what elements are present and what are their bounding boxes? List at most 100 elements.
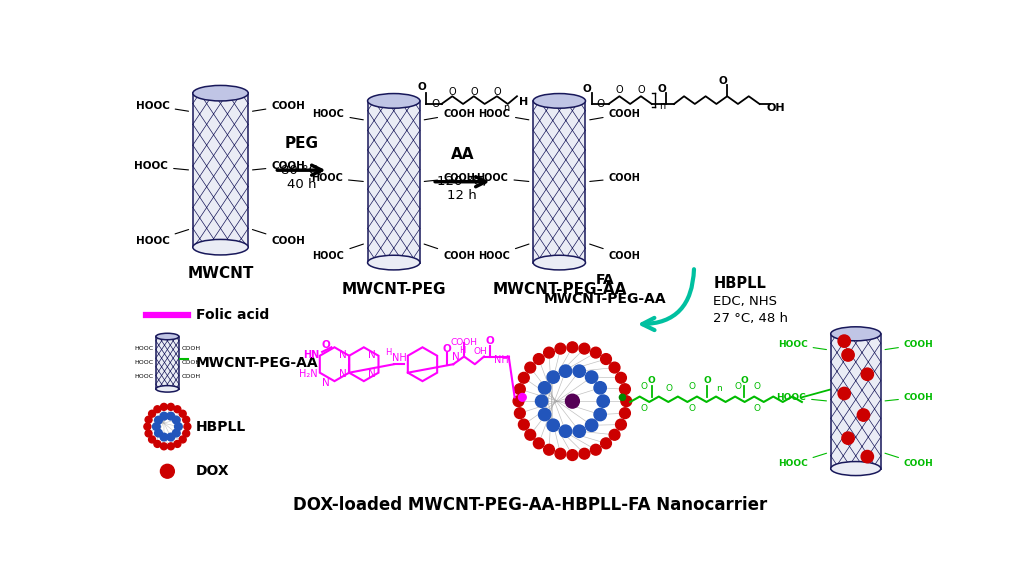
Circle shape [567, 342, 578, 353]
Circle shape [555, 343, 566, 354]
Circle shape [154, 429, 162, 437]
Text: O: O [638, 85, 645, 95]
Text: N: N [452, 352, 461, 361]
Circle shape [160, 404, 168, 411]
Text: O: O [641, 404, 648, 413]
Text: O: O [657, 84, 667, 93]
Bar [156, 336, 179, 389]
Circle shape [183, 416, 189, 423]
Circle shape [154, 440, 160, 447]
Text: HOOC: HOOC [778, 453, 827, 468]
Circle shape [154, 416, 162, 424]
Text: O: O [688, 404, 696, 413]
Circle shape [861, 450, 874, 463]
Text: O: O [703, 376, 711, 385]
Circle shape [525, 429, 536, 440]
Text: COOH: COOH [253, 161, 305, 171]
Ellipse shape [831, 461, 881, 475]
Circle shape [600, 438, 612, 449]
Circle shape [861, 368, 874, 380]
Text: 27 °C, 48 h: 27 °C, 48 h [713, 312, 789, 325]
Circle shape [590, 347, 601, 358]
Circle shape [841, 349, 854, 361]
Text: HOOC: HOOC [778, 340, 827, 350]
Text: H₂N: H₂N [299, 370, 318, 380]
Text: HN: HN [303, 350, 319, 360]
Circle shape [160, 443, 168, 450]
Text: O: O [735, 382, 741, 391]
Text: H: H [385, 347, 392, 356]
Text: COOH: COOH [253, 230, 305, 246]
Circle shape [519, 373, 529, 383]
Circle shape [548, 371, 559, 383]
Text: HOOC: HOOC [476, 173, 529, 183]
Circle shape [559, 365, 571, 377]
Text: O: O [753, 404, 761, 413]
Circle shape [152, 423, 160, 430]
Circle shape [167, 412, 175, 420]
Circle shape [168, 443, 174, 450]
Bar [156, 336, 179, 389]
Circle shape [149, 410, 155, 417]
Circle shape [590, 444, 601, 455]
Circle shape [538, 382, 551, 394]
Circle shape [173, 429, 180, 437]
Text: HOOC: HOOC [135, 161, 188, 171]
Text: DOX-loaded MWCNT-PEG-AA-HBPLL-FA Nanocarrier: DOX-loaded MWCNT-PEG-AA-HBPLL-FA Nanocar… [293, 496, 767, 514]
Circle shape [548, 419, 559, 432]
Text: COOH: COOH [424, 173, 475, 183]
Circle shape [838, 335, 851, 347]
Circle shape [586, 371, 598, 383]
Text: HOOC: HOOC [312, 173, 363, 183]
Text: COOH: COOH [590, 244, 641, 261]
Text: O: O [432, 99, 440, 109]
Text: n: n [716, 384, 721, 392]
Circle shape [565, 394, 580, 408]
Text: O: O [322, 340, 330, 350]
Ellipse shape [533, 93, 586, 108]
Text: HOOC: HOOC [135, 346, 153, 352]
Text: COOH: COOH [590, 173, 641, 183]
Text: NH: NH [494, 356, 508, 366]
Circle shape [144, 423, 151, 430]
Text: COOH: COOH [450, 338, 477, 347]
Text: HOOC: HOOC [135, 360, 153, 365]
Text: COOH: COOH [885, 340, 934, 350]
Circle shape [535, 395, 548, 408]
Circle shape [513, 396, 524, 406]
Text: NH: NH [392, 353, 407, 363]
Text: O: O [753, 382, 761, 391]
Bar [193, 93, 248, 247]
Text: O: O [666, 384, 672, 392]
Text: MWCNT: MWCNT [187, 266, 254, 281]
Text: H: H [519, 98, 528, 107]
Circle shape [620, 384, 630, 395]
Circle shape [586, 419, 598, 432]
Circle shape [173, 416, 180, 424]
Circle shape [594, 408, 607, 420]
Text: COOH: COOH [885, 453, 934, 468]
Circle shape [160, 464, 174, 478]
Ellipse shape [156, 333, 179, 340]
Text: n: n [503, 103, 509, 113]
Circle shape [619, 394, 625, 401]
Circle shape [600, 354, 612, 364]
Circle shape [154, 406, 160, 413]
Text: COOH: COOH [424, 244, 475, 261]
Bar [831, 334, 881, 468]
Text: O: O [485, 336, 495, 346]
Text: OH: OH [767, 103, 786, 113]
Bar [533, 101, 586, 263]
Circle shape [160, 433, 168, 441]
Text: H: H [460, 346, 466, 355]
Text: HOOC: HOOC [136, 100, 188, 111]
Text: O: O [417, 82, 425, 92]
Text: EDC, NHS: EDC, NHS [713, 295, 777, 308]
Ellipse shape [156, 385, 179, 392]
Text: HOOC: HOOC [776, 393, 826, 402]
Circle shape [857, 409, 869, 421]
Ellipse shape [367, 93, 420, 108]
Circle shape [597, 395, 610, 408]
Bar [533, 101, 586, 263]
Circle shape [620, 408, 630, 419]
